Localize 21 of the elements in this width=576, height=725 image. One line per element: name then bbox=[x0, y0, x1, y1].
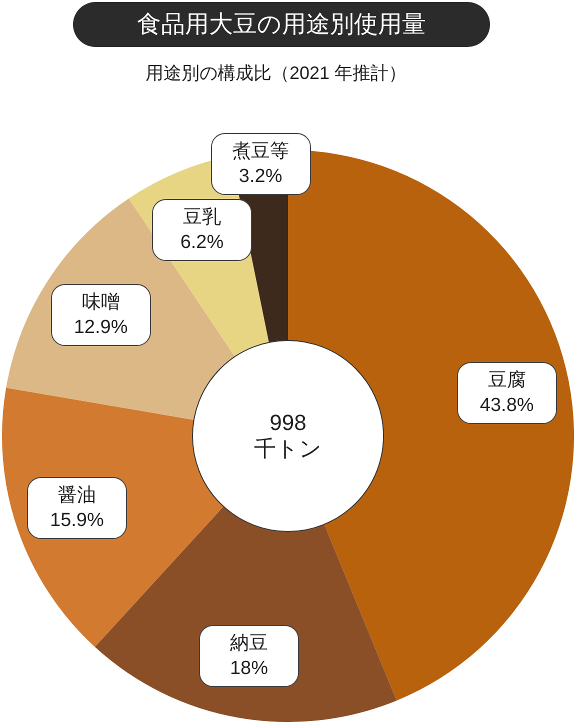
callout-box: 豆腐 43.8% bbox=[456, 362, 557, 424]
slice-label: 醤油 bbox=[58, 484, 96, 508]
slice-label: 味噌 bbox=[82, 290, 120, 315]
data-label: 43.8% bbox=[480, 394, 534, 418]
data-label: 18% bbox=[230, 656, 268, 681]
slice-label: 納豆 bbox=[230, 632, 268, 656]
data-label: 15.9% bbox=[50, 509, 104, 534]
data-label: 12.9% bbox=[74, 316, 128, 340]
slice-label: 煮豆等 bbox=[232, 140, 290, 164]
slice-label: 豆腐 bbox=[488, 368, 526, 393]
slice-label: 豆乳 bbox=[182, 206, 221, 230]
data-label: 3.2% bbox=[238, 165, 282, 190]
data-label: 6.2% bbox=[180, 231, 224, 256]
callout-box: 醤油 15.9% bbox=[26, 477, 127, 540]
callout-box: 豆乳 6.2% bbox=[152, 199, 252, 262]
chart-title: 食品用大豆の用途別使用量 bbox=[73, 2, 490, 47]
text: 998 千トン bbox=[254, 410, 322, 462]
callout-box: 煮豆等 3.2% bbox=[210, 133, 311, 196]
chart-subtitle: 用途別の構成比（2021 年推計） bbox=[144, 62, 408, 84]
callout-box: 味噌 12.9% bbox=[50, 284, 151, 346]
callout-box: 納豆 18% bbox=[198, 624, 299, 687]
